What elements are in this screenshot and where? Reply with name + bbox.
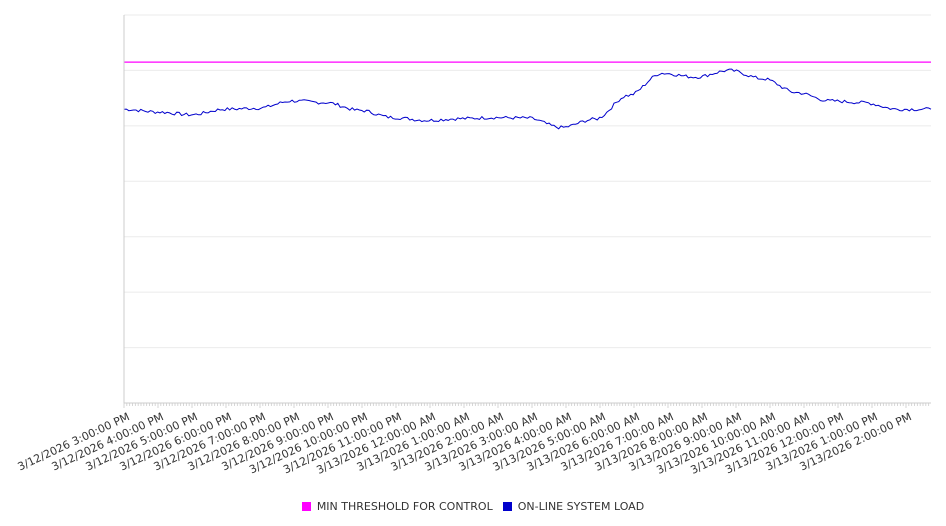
legend: MIN THRESHOLD FOR CONTROL ON-LINE SYSTEM… [0,498,946,514]
legend-item-min-threshold: MIN THRESHOLD FOR CONTROL [301,499,493,513]
legend-label-system-load: ON-LINE SYSTEM LOAD [517,499,645,513]
x-axis-minor-ticks [123,403,930,408]
legend-swatch-system-load [502,501,512,511]
series-line-system-load [123,68,932,130]
x-axis-tick-labels: 3/12/2026 3:00:00 PM3/12/2026 4:00:00 PM… [16,410,914,477]
grid-lines [124,14,931,349]
legend-item-system-load: ON-LINE SYSTEM LOAD [502,499,645,513]
legend-swatch-min-threshold [301,501,311,511]
legend-label-min-threshold: MIN THRESHOLD FOR CONTROL [316,499,493,513]
series-lines [123,61,932,130]
